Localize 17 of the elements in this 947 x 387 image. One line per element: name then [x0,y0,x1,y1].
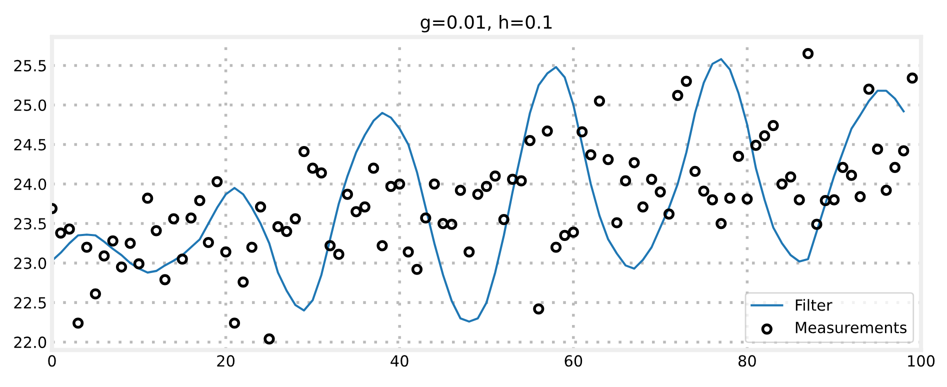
x-tick-label: 40 [390,355,408,367]
chart-title: g=0.01, h=0.1 [420,14,552,32]
x-tick-label: 20 [217,355,235,367]
x-tick-label: 80 [738,355,756,367]
x-tick-label: 100 [908,355,935,367]
y-tick-label: 23.5 [14,218,46,230]
x-tick-label: 0 [48,355,56,367]
y-tick-label: 25.0 [14,99,46,111]
x-tick-label: 60 [564,355,582,367]
legend-label: Measurements [796,322,907,334]
y-tick-label: 23.0 [14,258,46,270]
y-tick-label: 24.0 [14,178,46,190]
y-tick-label: 22.5 [14,297,46,309]
y-tick-label: 22.0 [14,336,46,348]
y-tick-label: 24.5 [14,138,46,151]
legend-label: Filter [796,299,832,311]
y-tick-label: 25.5 [14,60,46,72]
